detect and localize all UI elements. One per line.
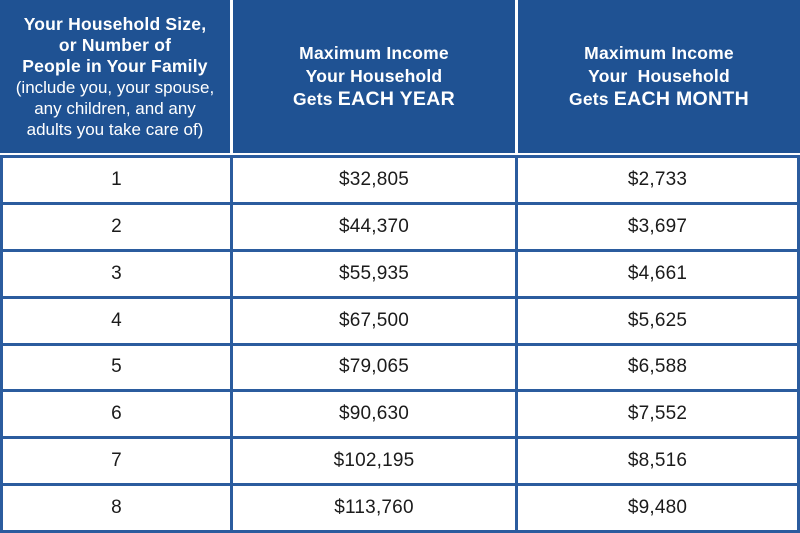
header-monthly-line: Your Household [588, 66, 730, 86]
yearly-income-cell: $44,370 [233, 204, 515, 249]
header-household-size: Your Household Size, or Number of People… [0, 0, 230, 153]
monthly-income-cell: $3,697 [518, 204, 797, 249]
header-household-subtitle-line: (include you, your spouse, [15, 77, 215, 97]
yearly-income-cell: $102,195 [233, 439, 515, 484]
yearly-income-cell: $32,805 [233, 158, 515, 202]
header-yearly-line: Maximum Income [299, 43, 449, 63]
monthly-income-cell: $4,661 [518, 251, 797, 296]
monthly-income-cell: $2,733 [518, 158, 797, 202]
household-size-cell: 2 [3, 204, 230, 249]
monthly-income-cell: $7,552 [518, 392, 797, 437]
header-monthly-income: Maximum Income Your Household Gets EACH … [518, 0, 800, 153]
header-monthly-line: Gets EACH MONTH [569, 88, 749, 110]
header-household-title-line: People in Your Family [22, 55, 208, 76]
yearly-income-cell: $55,935 [233, 251, 515, 296]
table-header-row: Your Household Size, or Number of People… [0, 0, 800, 153]
household-size-cell: 3 [3, 251, 230, 296]
monthly-income-cell: $8,516 [518, 439, 797, 484]
header-yearly-line: Your Household [305, 66, 443, 86]
header-monthly-line: Maximum Income [584, 43, 734, 63]
household-size-cell: 6 [3, 392, 230, 437]
yearly-income-cell: $79,065 [233, 345, 515, 390]
monthly-income-cell: $9,480 [518, 486, 797, 530]
monthly-income-cell: $6,588 [518, 345, 797, 390]
household-size-cell: 1 [3, 158, 230, 202]
header-household-title-line: or Number of [58, 34, 172, 55]
header-yearly-line: Gets EACH YEAR [293, 88, 455, 110]
header-household-title-line: Your Household Size, [23, 13, 207, 34]
header-yearly-emphasis: EACH YEAR [337, 88, 455, 110]
household-size-cell: 8 [3, 486, 230, 530]
yearly-income-cell: $113,760 [233, 486, 515, 530]
table-body: 1 $32,805 $2,733 2 $44,370 $3,697 3 $55,… [0, 155, 800, 533]
header-yearly-income: Maximum Income Your Household Gets EACH … [233, 0, 515, 153]
header-household-subtitle-line: any children, and any [34, 98, 196, 118]
yearly-income-cell: $67,500 [233, 298, 515, 343]
yearly-income-cell: $90,630 [233, 392, 515, 437]
household-size-cell: 7 [3, 439, 230, 484]
household-size-cell: 5 [3, 345, 230, 390]
monthly-income-cell: $5,625 [518, 298, 797, 343]
household-size-cell: 4 [3, 298, 230, 343]
header-household-subtitle-line: adults you take care of) [26, 119, 204, 139]
header-monthly-emphasis: EACH MONTH [613, 88, 749, 110]
